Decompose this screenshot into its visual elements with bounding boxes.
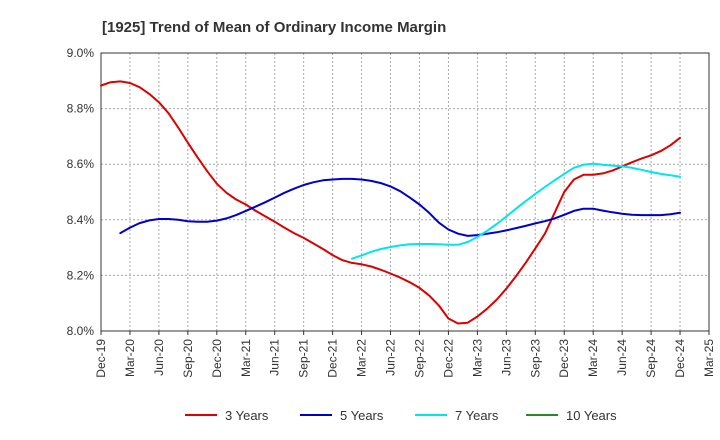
x-tick-label: Dec-20 (210, 339, 224, 378)
x-tick-label: Sep-21 (297, 339, 311, 378)
grid-lines (100, 52, 710, 332)
y-tick-label: 8.2% (67, 268, 95, 282)
legend-label: 10 Years (566, 408, 617, 423)
x-tick-label: Sep-22 (412, 339, 426, 378)
x-tick-label: Dec-19 (94, 339, 108, 378)
x-tick-label: Dec-21 (326, 339, 340, 378)
legend: 3 Years 5 Years 7 Years 10 Years (185, 408, 617, 423)
series-line-5-years (119, 177, 681, 237)
chart-title: [1925] Trend of Mean of Ordinary Income … (102, 19, 446, 36)
series-line-7-years (350, 162, 681, 260)
x-tick-label: Sep-20 (181, 339, 195, 378)
series-line-3-years (100, 80, 681, 325)
x-tick-label: Dec-23 (557, 339, 571, 378)
x-tick-label: Mar-25 (702, 339, 716, 377)
y-tick-label: 8.4% (67, 213, 95, 227)
x-tick-label: Jun-22 (384, 339, 398, 376)
x-axis: Dec-19 Mar-20 Jun-20 Sep-20 Dec-20 Mar-21 Jun-… (94, 331, 716, 378)
x-tick-label: Sep-24 (644, 339, 658, 378)
x-tick-label: Jun-23 (499, 339, 513, 376)
x-tick-label: Mar-24 (586, 339, 600, 377)
legend-label: 5 Years (340, 408, 384, 423)
plot-area (100, 52, 710, 332)
x-tick-label: Jun-24 (615, 339, 629, 376)
y-tick-label: 8.6% (67, 157, 95, 171)
y-tick-label: 9.0% (67, 46, 95, 60)
x-tick-label: Mar-21 (239, 339, 253, 377)
x-tick-label: Mar-23 (470, 339, 484, 377)
x-tick-label: Jun-20 (152, 339, 166, 376)
x-tick-label: Mar-22 (355, 339, 369, 377)
y-axis: 8.0% 8.2% 8.4% 8.6% 8.8% 9.0% (67, 46, 95, 338)
legend-label: 3 Years (225, 408, 269, 423)
series-lines (100, 80, 681, 325)
x-tick-label: Dec-22 (441, 339, 455, 378)
y-tick-label: 8.8% (67, 102, 95, 116)
x-tick-label: Dec-24 (673, 339, 687, 378)
x-tick-label: Mar-20 (123, 339, 137, 377)
x-tick-label: Sep-23 (528, 339, 542, 378)
x-tick-label: Jun-21 (268, 339, 282, 376)
y-tick-label: 8.0% (67, 324, 95, 338)
legend-label: 7 Years (455, 408, 499, 423)
